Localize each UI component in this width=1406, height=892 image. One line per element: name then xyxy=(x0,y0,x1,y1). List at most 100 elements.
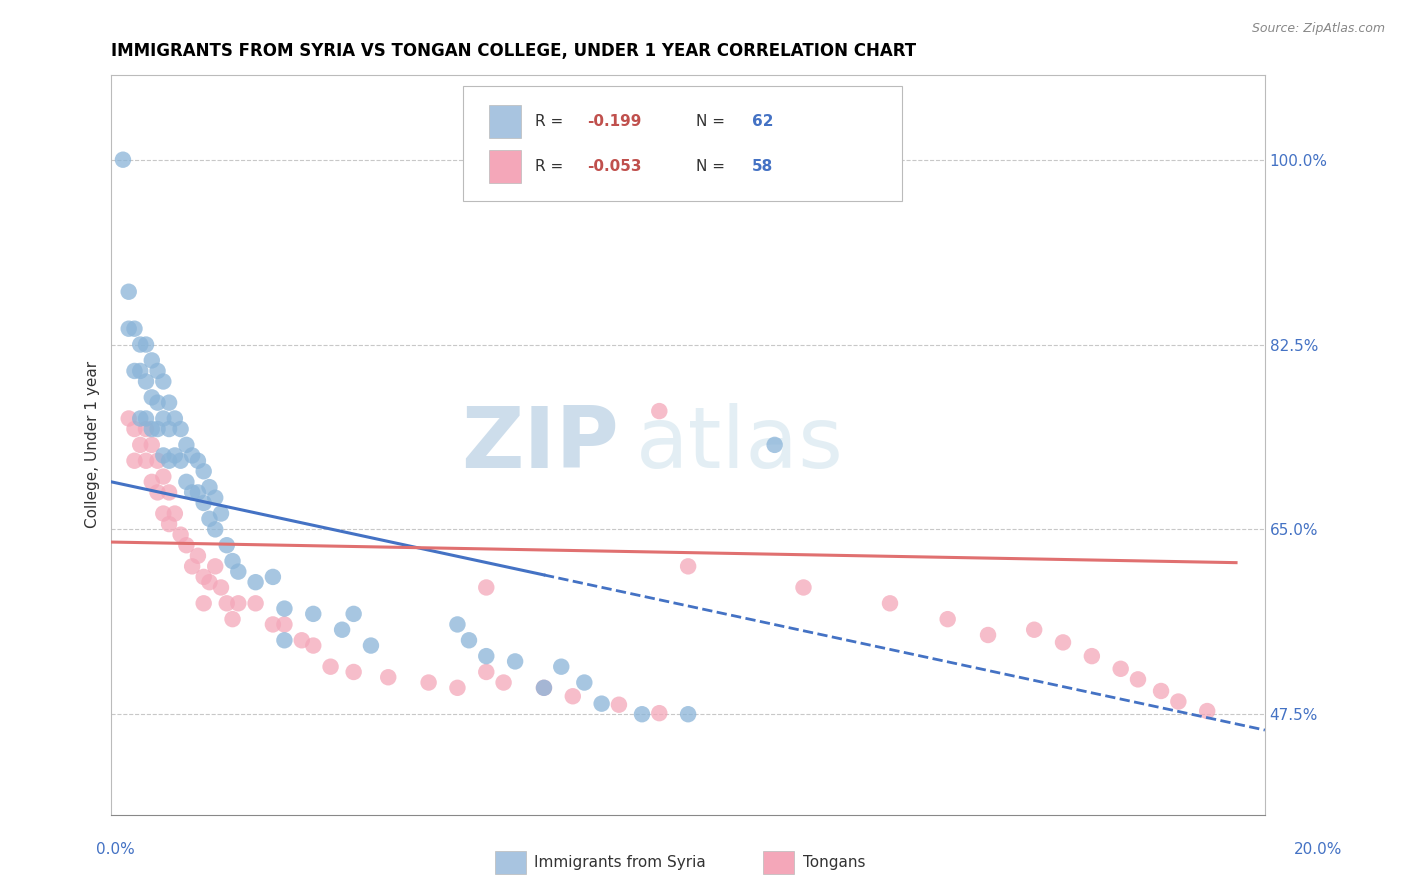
FancyBboxPatch shape xyxy=(489,105,520,138)
Point xyxy=(152,411,174,425)
Point xyxy=(152,375,174,389)
Point xyxy=(157,517,180,532)
Point xyxy=(118,411,141,425)
Point xyxy=(187,485,209,500)
Text: N =: N = xyxy=(696,159,730,174)
Y-axis label: College, Under 1 year: College, Under 1 year xyxy=(86,361,100,528)
Point xyxy=(198,512,221,526)
Point xyxy=(169,527,191,541)
Point xyxy=(977,628,1000,642)
Point xyxy=(141,422,163,436)
Point xyxy=(193,464,215,478)
Point xyxy=(146,395,169,409)
Point xyxy=(118,285,141,299)
Point xyxy=(198,480,221,494)
Point xyxy=(209,507,232,521)
Point xyxy=(215,538,238,552)
Point xyxy=(330,623,353,637)
Point xyxy=(631,707,654,722)
Point xyxy=(1109,662,1132,676)
Point xyxy=(533,681,555,695)
Point xyxy=(1197,704,1219,718)
Point xyxy=(111,153,134,167)
Point xyxy=(676,559,699,574)
Point xyxy=(146,364,169,378)
Point xyxy=(187,454,209,468)
Point xyxy=(936,612,959,626)
Point xyxy=(146,422,169,436)
Point xyxy=(157,395,180,409)
Point xyxy=(215,596,238,610)
Point xyxy=(360,639,382,653)
Point xyxy=(763,438,786,452)
Point xyxy=(226,596,249,610)
Point xyxy=(1150,684,1173,698)
Point xyxy=(163,411,186,425)
Point xyxy=(446,681,468,695)
Point xyxy=(221,612,243,626)
Point xyxy=(1081,649,1104,664)
Point xyxy=(377,670,399,684)
Point xyxy=(181,485,204,500)
Point xyxy=(176,438,198,452)
Point xyxy=(187,549,209,563)
Text: R =: R = xyxy=(534,159,568,174)
Text: -0.199: -0.199 xyxy=(586,114,641,129)
Point xyxy=(561,690,583,704)
Point xyxy=(135,411,157,425)
Text: 0.0%: 0.0% xyxy=(96,842,135,856)
Text: -0.053: -0.053 xyxy=(586,159,641,174)
Point xyxy=(124,321,146,335)
Point xyxy=(209,581,232,595)
Text: Immigrants from Syria: Immigrants from Syria xyxy=(534,855,706,870)
Point xyxy=(118,321,141,335)
Point xyxy=(169,454,191,468)
Point xyxy=(291,633,314,648)
Point xyxy=(135,454,157,468)
Point xyxy=(879,596,901,610)
Point xyxy=(226,565,249,579)
Point xyxy=(533,681,555,695)
Point xyxy=(319,659,342,673)
Point xyxy=(129,438,152,452)
Text: IMMIGRANTS FROM SYRIA VS TONGAN COLLEGE, UNDER 1 YEAR CORRELATION CHART: IMMIGRANTS FROM SYRIA VS TONGAN COLLEGE,… xyxy=(111,42,917,60)
Point xyxy=(129,364,152,378)
Text: ZIP: ZIP xyxy=(461,403,619,486)
Point xyxy=(181,559,204,574)
Point xyxy=(1167,694,1189,708)
Point xyxy=(475,665,498,679)
Point xyxy=(157,485,180,500)
Point xyxy=(146,454,169,468)
Point xyxy=(129,337,152,351)
Point xyxy=(262,617,284,632)
Point xyxy=(503,654,526,668)
Point xyxy=(152,469,174,483)
Point xyxy=(176,538,198,552)
Point xyxy=(141,390,163,404)
Text: Tongans: Tongans xyxy=(803,855,865,870)
Point xyxy=(273,601,295,615)
Point xyxy=(302,607,325,621)
Point xyxy=(193,496,215,510)
Point xyxy=(135,337,157,351)
Point xyxy=(574,675,596,690)
Point xyxy=(1052,635,1074,649)
Point xyxy=(273,617,295,632)
Point xyxy=(676,707,699,722)
Point xyxy=(163,507,186,521)
Point xyxy=(193,596,215,610)
Point xyxy=(648,404,671,418)
Text: 58: 58 xyxy=(752,159,773,174)
Point xyxy=(141,438,163,452)
Point xyxy=(204,559,226,574)
Point xyxy=(458,633,481,648)
FancyBboxPatch shape xyxy=(489,150,520,183)
Point xyxy=(135,375,157,389)
Point xyxy=(152,507,174,521)
Point xyxy=(648,706,671,721)
Point xyxy=(169,422,191,436)
Text: R =: R = xyxy=(534,114,568,129)
Point xyxy=(1126,673,1149,687)
Point xyxy=(343,607,366,621)
Point xyxy=(124,422,146,436)
